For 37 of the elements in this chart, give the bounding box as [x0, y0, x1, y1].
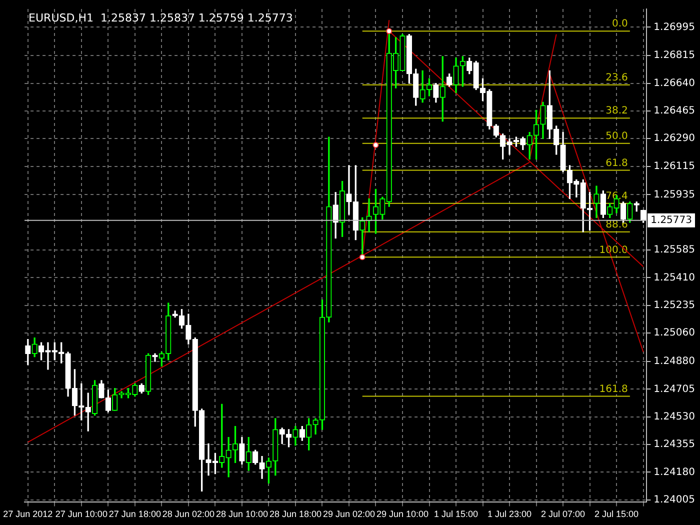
- x-tick-label: 2 Jul 15:00: [594, 509, 639, 520]
- y-tick-label: 1.26115: [654, 160, 696, 172]
- y-tick-label: 1.24530: [654, 411, 696, 422]
- x-tick-label: 27 Jun 2012: [3, 509, 53, 520]
- ref-line-label: 1.25773: [650, 214, 692, 226]
- series-label: 50.0: [606, 130, 628, 142]
- x-tick-label: 28 Jun 10:00: [216, 509, 268, 520]
- x-tick-label: 29 Jun 02:00: [322, 509, 376, 520]
- y-tick-label: 1.25235: [654, 300, 696, 311]
- x-tick-label: 2 Jul 07:00: [541, 509, 586, 520]
- y-tick-label: 1.26995: [654, 22, 696, 33]
- x-tick-label: 1 Jul 15:00: [434, 509, 478, 520]
- series-label: 161.8: [599, 384, 628, 395]
- y-tick-label: 1.24355: [654, 439, 696, 450]
- x-tick-label: 1 Jul 23:00: [487, 509, 532, 520]
- y-tick-label: 1.26640: [654, 78, 696, 89]
- x-tick-label: 28 Jun 02:00: [162, 509, 214, 520]
- chart-title: EURUSD,H1 1.25837 1.25837 1.25759 1.25773: [28, 11, 293, 24]
- y-tick-label: 1.26290: [654, 133, 696, 144]
- y-tick-label: 1.24005: [654, 494, 696, 506]
- y-tick-label: 1.26465: [654, 106, 696, 117]
- y-tick-label: 1.25410: [654, 272, 696, 284]
- series-label: 23.6: [606, 72, 628, 84]
- y-tick-label: 1.25585: [654, 244, 696, 256]
- series-label: 38.2: [606, 106, 628, 117]
- x-tick-label: 29 Jun 10:00: [376, 509, 429, 520]
- y-tick-label: 1.24705: [654, 384, 696, 395]
- series-label: 0.0: [612, 18, 628, 30]
- y-tick-label: 1.24880: [654, 356, 696, 368]
- x-tick-label: 27 Jun 18:00: [108, 509, 161, 520]
- x-tick-label: 27 Jun 10:00: [55, 509, 108, 520]
- y-tick-label: 1.26815: [654, 50, 696, 62]
- y-tick-label: 1.25935: [654, 189, 696, 200]
- y-tick-label: 1.25060: [654, 328, 696, 339]
- y-tick-label: 1.24180: [654, 466, 696, 478]
- x-tick-label: 28 Jun 18:00: [269, 509, 322, 520]
- series-label: 61.8: [606, 158, 628, 169]
